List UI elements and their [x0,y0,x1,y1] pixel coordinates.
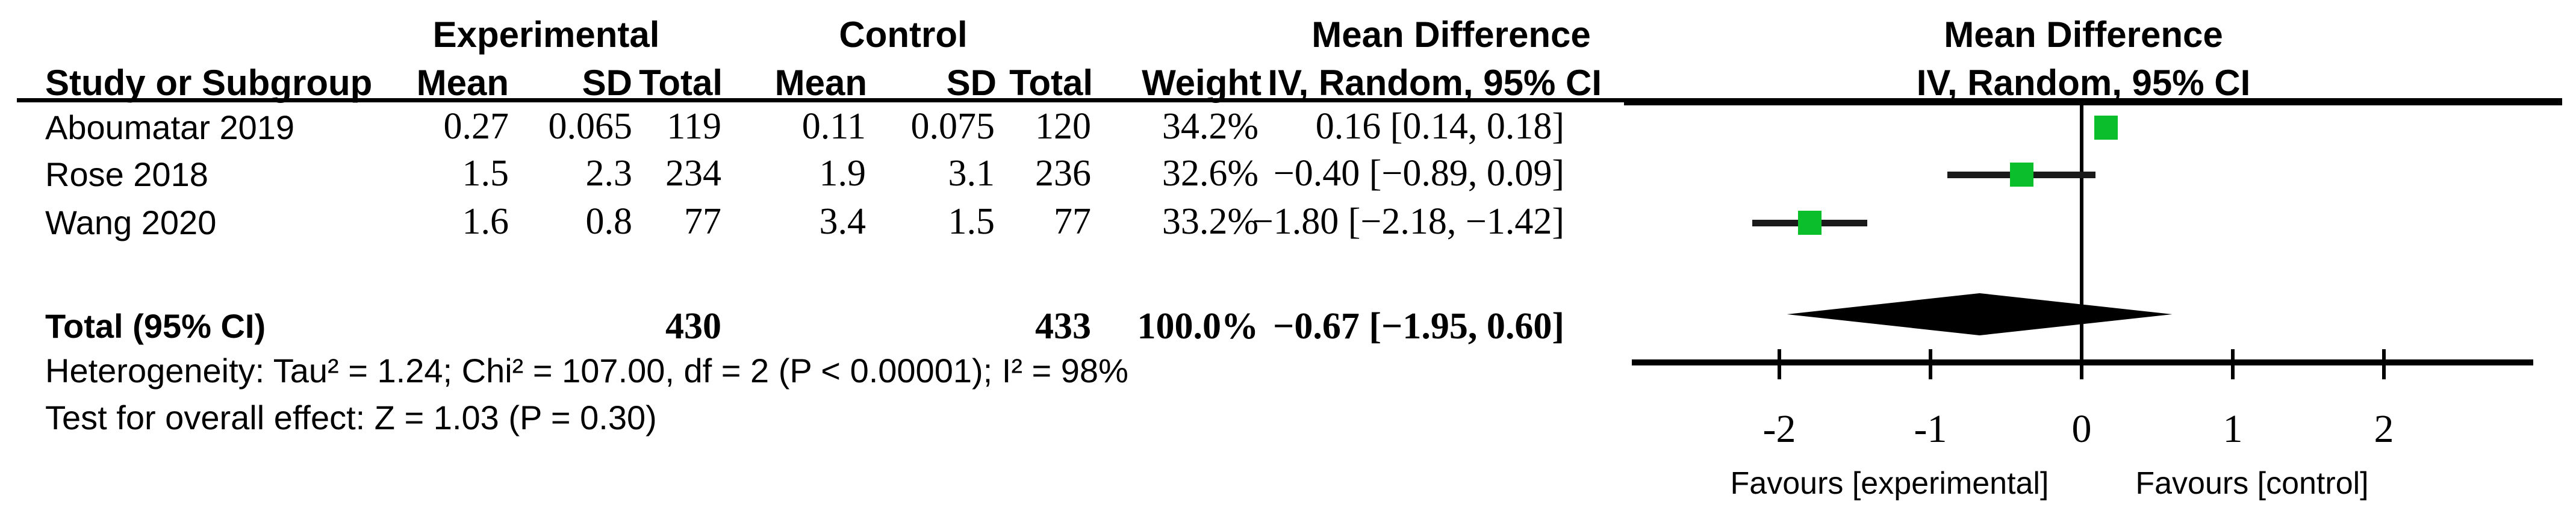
mean-control: 0.11 [801,106,866,147]
favours-control-label: Favours [control] [2135,466,2369,501]
weight-value: 34.2% [1162,106,1258,147]
zero-reference-line [2080,105,2083,362]
axis-tick-label: 1 [2223,407,2243,451]
plot-header-ci-method: IV, Random, 95% CI [1916,63,2251,103]
plot-header-rule [1624,98,2562,105]
col-header-mean-experimental: Mean [416,63,509,103]
mean-control: 3.4 [819,201,866,242]
sd-control: 0.075 [910,106,995,147]
heterogeneity-stats: Heterogeneity: Tau² = 1.24; Chi² = 107.0… [45,352,1128,390]
total-row-label: Total (95% CI) [45,307,266,345]
group-header-control: Control [839,14,968,55]
study-name: Aboumatar 2019 [45,108,295,146]
sd-control: 3.1 [948,153,995,194]
study-weight-square [2094,116,2118,140]
study-weight-square [1798,211,1822,235]
sd-experimental: 0.8 [585,201,633,242]
axis-tick [2231,349,2235,379]
group-header-mean-difference: Mean Difference [1311,14,1591,55]
group-header-experimental: Experimental [432,14,660,55]
plot-header-mean-difference: Mean Difference [1944,14,2223,55]
table-header-rule [17,98,1624,102]
weight-value: 33.2% [1162,201,1258,242]
sd-control: 1.5 [948,201,995,242]
col-header-ci: IV, Random, 95% CI [1268,63,1602,103]
ci-value: −1.80 [−2.18, −1.42] [1252,201,1564,242]
col-header-study: Study or Subgroup [45,63,373,103]
study-name: Rose 2018 [45,155,208,193]
axis-tick-label: 2 [2374,407,2394,451]
total-ci: −0.67 [−1.95, 0.60] [1273,306,1564,347]
axis-tick-label: -2 [1762,407,1796,451]
axis-tick [2382,349,2386,379]
axis-tick [2080,349,2083,379]
col-header-weight: Weight [1142,63,1262,103]
mean-experimental: 0.27 [443,106,509,147]
col-header-sd-control: SD [946,63,997,103]
axis-tick-label: -1 [1914,407,1947,451]
favours-experimental-label: Favours [experimental] [1730,466,2049,501]
mean-experimental: 1.6 [462,201,509,242]
sd-experimental: 0.065 [548,106,633,147]
col-header-total-control: Total [1009,63,1093,103]
total-experimental: 77 [684,201,721,242]
total-experimental-sum: 430 [665,306,721,347]
sd-experimental: 2.3 [585,153,633,194]
total-experimental: 234 [665,153,721,194]
total-weight: 100.0% [1137,306,1259,347]
study-name: Wang 2020 [45,204,217,241]
axis-tick-label: 0 [2071,407,2092,451]
col-header-total-experimental: Total [639,63,723,103]
mean-control: 1.9 [819,153,866,194]
ci-value: −0.40 [−0.89, 0.09] [1273,153,1564,194]
total-control: 77 [1054,201,1091,242]
col-header-sd-experimental: SD [582,63,632,103]
total-control: 120 [1035,106,1091,147]
total-experimental: 119 [667,106,721,147]
total-control: 236 [1035,153,1091,194]
mean-experimental: 1.5 [462,153,509,194]
col-header-mean-control: Mean [774,63,867,103]
overall-effect-test: Test for overall effect: Z = 1.03 (P = 0… [45,399,657,437]
pooled-estimate-diamond [1787,293,2173,335]
total-control-sum: 433 [1035,306,1091,347]
axis-tick [1929,349,1932,379]
study-weight-square [2009,163,2033,187]
weight-value: 32.6% [1162,153,1258,194]
axis-tick [1778,349,1781,379]
ci-value: 0.16 [0.14, 0.18] [1315,106,1564,147]
